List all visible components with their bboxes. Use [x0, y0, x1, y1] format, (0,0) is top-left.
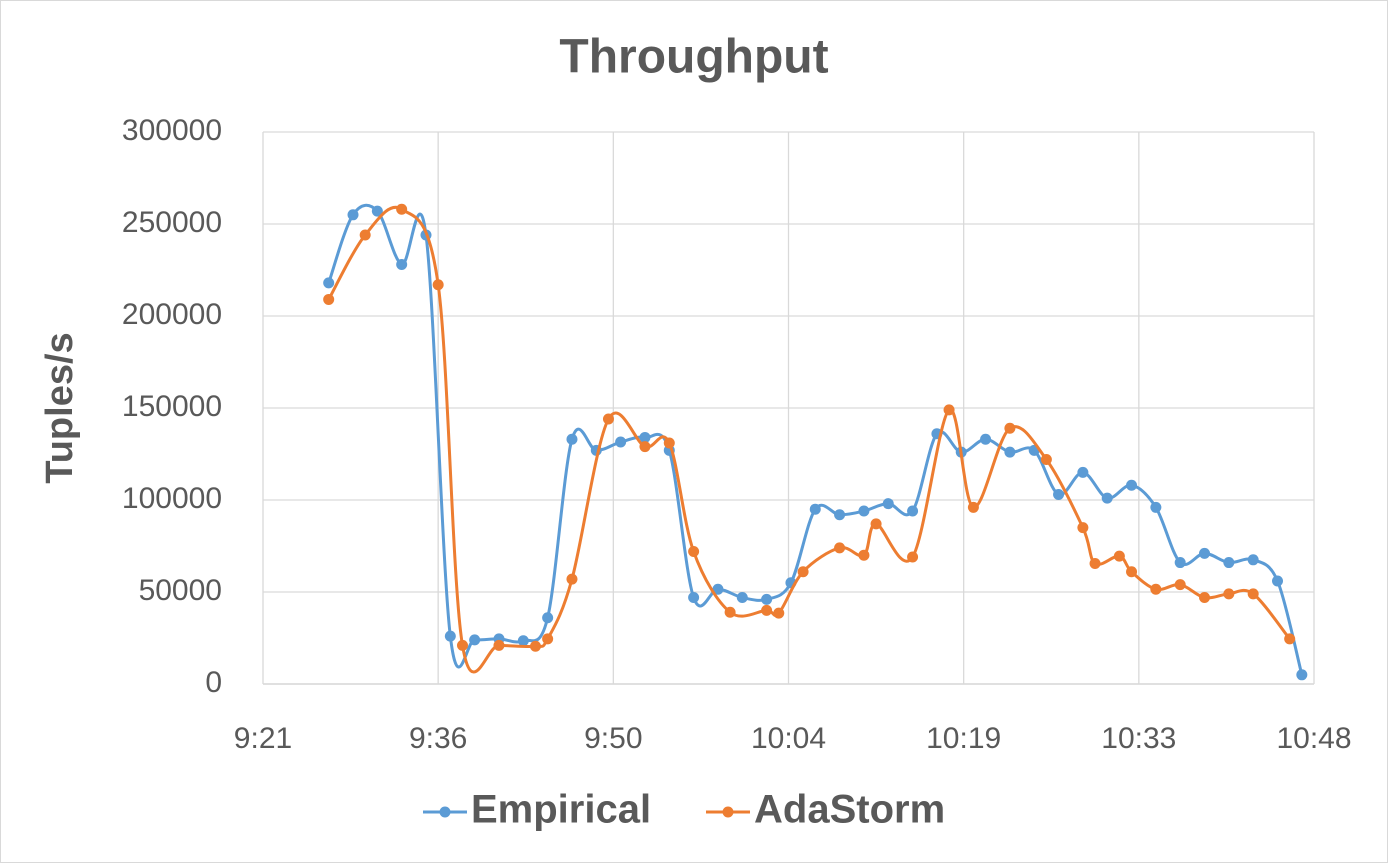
- x-tick-label: 10:04: [751, 722, 826, 755]
- y-tick-label: 300000: [122, 114, 222, 147]
- y-tick-label: 100000: [122, 482, 222, 515]
- data-point: [396, 203, 408, 215]
- data-point: [1199, 547, 1211, 559]
- x-tick-label: 9:50: [584, 722, 642, 755]
- data-point: [1089, 557, 1101, 569]
- data-point: [724, 606, 736, 618]
- data-point: [396, 258, 408, 270]
- data-point: [432, 279, 444, 291]
- x-tick-label: 10:33: [1101, 722, 1176, 755]
- data-point: [1040, 454, 1052, 466]
- data-point: [1077, 466, 1089, 478]
- data-point: [1101, 492, 1113, 504]
- data-point: [1174, 579, 1186, 591]
- x-tick-label: 10:19: [926, 722, 1001, 755]
- data-point: [542, 612, 554, 624]
- y-tick-label: 0: [205, 666, 222, 699]
- data-point: [712, 583, 724, 595]
- data-point: [980, 433, 992, 445]
- data-point: [323, 293, 335, 305]
- data-point: [1247, 554, 1259, 566]
- data-point: [1272, 575, 1284, 587]
- legend-label: AdaStorm: [754, 788, 945, 832]
- y-tick-label: 200000: [122, 298, 222, 331]
- data-point: [542, 633, 554, 645]
- data-point: [359, 229, 371, 241]
- legend-marker: [439, 806, 451, 818]
- data-point: [688, 546, 700, 558]
- data-point: [1174, 557, 1186, 569]
- data-point: [858, 505, 870, 517]
- data-point: [834, 509, 846, 521]
- data-point: [736, 592, 748, 604]
- data-point: [761, 593, 773, 605]
- data-point: [773, 607, 785, 619]
- chart-title: Throughput: [559, 31, 828, 84]
- data-point: [1053, 488, 1065, 500]
- data-point: [1004, 422, 1016, 434]
- data-point: [323, 277, 335, 289]
- data-point: [907, 505, 919, 517]
- x-tick-label: 9:21: [234, 722, 292, 755]
- data-point: [882, 498, 894, 510]
- legend-marker: [722, 806, 734, 818]
- data-point: [688, 592, 700, 604]
- data-point: [809, 503, 821, 515]
- data-point: [1223, 588, 1235, 600]
- y-axis-label: Tuples/s: [39, 332, 81, 483]
- data-point: [870, 518, 882, 530]
- legend-label: Empirical: [471, 788, 651, 832]
- x-tick-label: 9:36: [409, 722, 467, 755]
- data-point: [663, 437, 675, 449]
- data-point: [1247, 588, 1259, 600]
- data-point: [1150, 583, 1162, 595]
- y-tick-label: 250000: [122, 206, 222, 239]
- data-point: [444, 630, 456, 642]
- x-tick-label: 10:48: [1276, 722, 1351, 755]
- data-point: [761, 604, 773, 616]
- data-point: [943, 404, 955, 416]
- data-point: [1223, 557, 1235, 569]
- data-point: [907, 551, 919, 563]
- data-point: [1126, 566, 1138, 578]
- data-point: [1296, 669, 1308, 681]
- data-point: [1004, 446, 1016, 458]
- data-point: [1284, 633, 1296, 645]
- data-point: [1077, 522, 1089, 534]
- data-point: [456, 639, 468, 651]
- data-point: [566, 573, 578, 585]
- data-point: [1199, 592, 1211, 604]
- data-point: [1150, 501, 1162, 513]
- data-point: [834, 542, 846, 554]
- data-point: [566, 433, 578, 445]
- data-point: [469, 634, 481, 646]
- data-point: [858, 549, 870, 561]
- data-point: [347, 209, 359, 221]
- y-tick-label: 150000: [122, 390, 222, 423]
- data-point: [1126, 479, 1138, 491]
- data-point: [639, 441, 651, 453]
- y-tick-label: 50000: [139, 574, 222, 607]
- data-point: [967, 501, 979, 513]
- data-point: [493, 639, 505, 651]
- data-point: [639, 431, 651, 443]
- data-point: [529, 640, 541, 652]
- data-point: [371, 205, 383, 217]
- data-point: [615, 436, 627, 448]
- data-point: [517, 635, 529, 647]
- data-point: [602, 413, 614, 425]
- data-point: [1113, 550, 1125, 562]
- data-point: [797, 566, 809, 578]
